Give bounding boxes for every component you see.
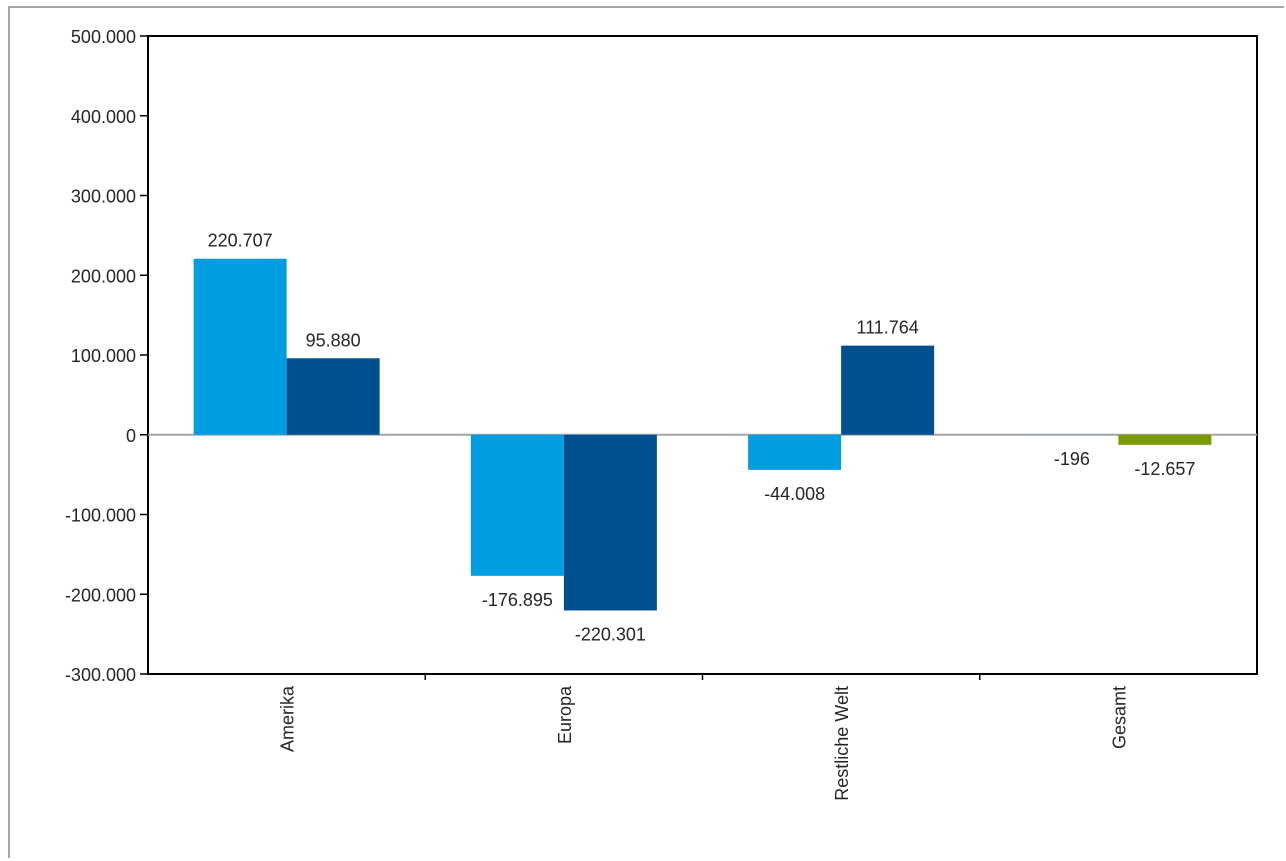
data-label: -196 [1054,449,1090,469]
x-category-label: Europa [555,685,575,744]
data-label: -12.657 [1134,459,1195,479]
bar-amerika-series-1 [193,258,287,435]
data-label: -220.301 [575,624,646,644]
bar-restliche-welt-series-2 [841,345,935,435]
plot-area-border [147,35,1258,675]
data-label: 111.764 [856,318,918,338]
bar-gesamt-series-2 [1118,434,1212,445]
bar-europa-series-1 [470,434,564,576]
bar-amerika-series-2 [286,358,380,435]
y-tick-label: 300.000 [71,187,136,207]
data-label: 95.880 [306,330,361,350]
y-tick-label: 100.000 [71,346,136,366]
y-tick-label: 0 [126,426,136,446]
y-tick-label: -100.000 [65,506,136,526]
y-tick-label: 200.000 [71,266,136,286]
data-label: 220.707 [208,231,273,251]
bar-europa-series-2 [563,434,657,611]
data-label: -44.008 [764,484,825,504]
bar-restliche-welt-series-1 [748,434,842,470]
data-label: -176.895 [482,590,553,610]
x-category-label: Amerika [278,685,298,752]
x-category-label: Gesamt [1109,686,1129,749]
y-tick-label: 500.000 [71,27,136,47]
y-tick-label: -200.000 [65,585,136,605]
y-tick-label: 400.000 [71,107,136,127]
y-tick-label: -300.000 [65,665,136,685]
x-category-label: Restliche Welt [832,686,852,801]
